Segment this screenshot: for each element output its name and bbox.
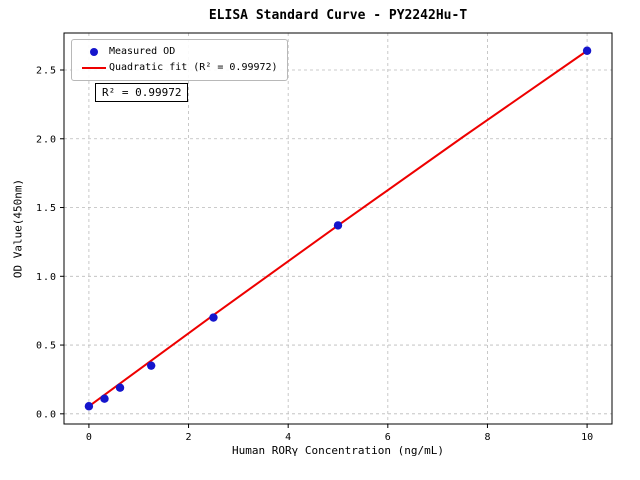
legend-label-quadratic-fit: Quadratic fit (R² = 0.99972)	[109, 62, 278, 73]
scatter-marker-icon	[90, 48, 98, 56]
data-point	[209, 313, 218, 322]
y-tick-label: 0.0	[36, 409, 57, 420]
y-tick-label: 2.5	[36, 65, 57, 76]
legend-marker-cell	[79, 48, 109, 56]
y-tick-label: 1.0	[36, 272, 57, 283]
data-point	[115, 383, 125, 392]
x-tick-label: 10	[581, 432, 593, 443]
data-point	[100, 394, 109, 403]
plot-frame	[63, 32, 613, 425]
legend-item-measured-od: Measured OD	[79, 44, 278, 60]
x-tick-label: 0	[86, 432, 92, 443]
data-point	[84, 402, 94, 411]
y-tick-label: 2.0	[36, 134, 57, 145]
legend-marker-cell	[79, 67, 109, 69]
data-point	[582, 46, 592, 55]
legend-label-measured-od: Measured OD	[109, 46, 176, 57]
x-axis-label: Human RORγ Concentration (ng/mL)	[232, 444, 444, 457]
x-tick-label: 8	[484, 432, 490, 443]
line-marker-icon	[82, 67, 106, 69]
legend: Measured OD Quadratic fit (R² = 0.99972)	[71, 39, 288, 81]
y-axis-label: OD Value(450nm)	[11, 178, 25, 279]
data-point	[146, 361, 156, 370]
x-tick-label: 4	[285, 432, 291, 443]
x-tick-label: 6	[385, 432, 391, 443]
y-tick-label: 1.5	[36, 203, 57, 214]
r-squared-annotation: R² = 0.99972	[95, 83, 189, 102]
x-tick-label: 2	[186, 432, 192, 443]
data-point	[333, 221, 343, 230]
chart-title: ELISA Standard Curve - PY2242Hu-T	[208, 8, 468, 23]
legend-item-quadratic-fit: Quadratic fit (R² = 0.99972)	[79, 60, 278, 76]
y-tick-label: 0.5	[36, 341, 57, 352]
